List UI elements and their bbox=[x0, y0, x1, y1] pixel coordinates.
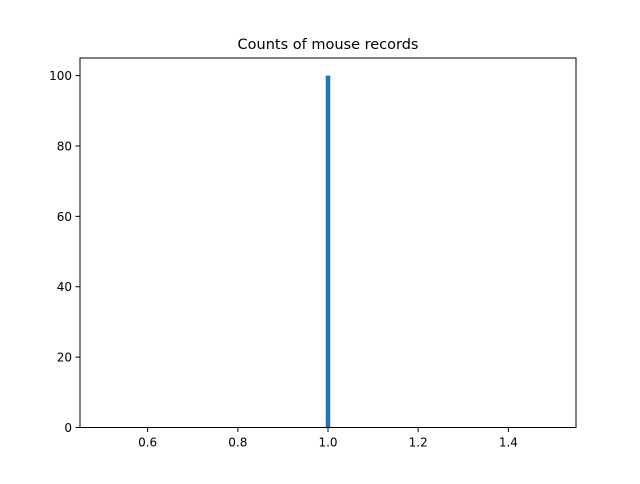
x-tick-label: 1.0 bbox=[318, 436, 337, 450]
x-tick-label: 1.2 bbox=[409, 436, 428, 450]
x-tick-label: 1.4 bbox=[499, 436, 518, 450]
x-tick-label: 0.8 bbox=[228, 436, 247, 450]
y-axis: 0 20 40 60 80 100 bbox=[49, 69, 80, 435]
x-tick-label: 0.6 bbox=[138, 436, 157, 450]
x-axis: 0.6 0.8 1.0 1.2 1.4 bbox=[138, 427, 518, 450]
plot-frame bbox=[79, 57, 577, 428]
y-tick-label: 80 bbox=[57, 139, 72, 153]
y-tick-label: 100 bbox=[49, 69, 72, 83]
histogram-bar bbox=[325, 75, 331, 428]
y-tick-label: 60 bbox=[57, 210, 72, 224]
bars-layer bbox=[325, 75, 331, 428]
y-tick-label: 20 bbox=[57, 351, 72, 365]
y-tick-label: 0 bbox=[64, 421, 72, 435]
chart-title: Counts of mouse records bbox=[238, 37, 419, 53]
y-tick-label: 40 bbox=[57, 280, 72, 294]
